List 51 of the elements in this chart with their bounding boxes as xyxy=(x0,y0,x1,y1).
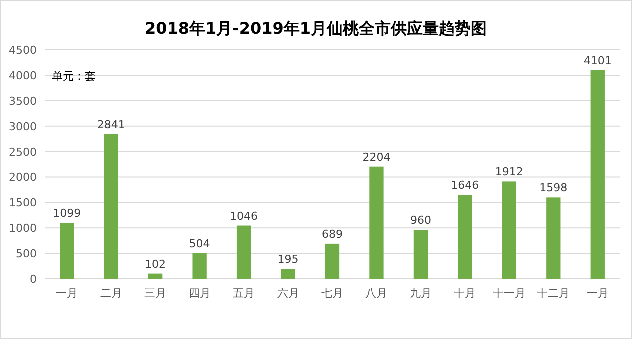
bar xyxy=(148,274,163,279)
data-label: 1646 xyxy=(451,179,480,192)
bar xyxy=(502,182,516,279)
x-tick-label: 三月 xyxy=(144,287,167,300)
x-tick-label: 一月 xyxy=(586,287,609,300)
bar xyxy=(414,230,428,279)
bar xyxy=(104,134,118,279)
x-tick-label: 十月 xyxy=(454,287,476,300)
bar xyxy=(325,244,340,279)
data-label: 689 xyxy=(322,228,343,241)
bar xyxy=(192,253,207,279)
bar xyxy=(281,269,296,279)
x-tick-label: 四月 xyxy=(188,287,211,300)
x-tick-label: 五月 xyxy=(233,287,256,300)
data-label: 1099 xyxy=(53,207,82,220)
bar xyxy=(60,223,74,279)
bar xyxy=(458,195,472,279)
y-tick-label: 500 xyxy=(16,248,37,261)
bar xyxy=(546,198,561,279)
data-label: 2841 xyxy=(97,118,126,132)
x-tick-label: 十一月 xyxy=(492,287,526,300)
x-tick-label: 九月 xyxy=(410,287,432,300)
bar xyxy=(236,226,252,279)
y-tick-label: 3500 xyxy=(9,94,37,108)
x-tick-label: 二月 xyxy=(100,287,122,300)
data-label: 1912 xyxy=(495,166,524,179)
y-tick-label: 1500 xyxy=(9,196,37,210)
bar xyxy=(590,70,605,279)
chart-title: 2018年1月-2019年1月仙桃全市供应量趋势图 xyxy=(145,19,487,38)
x-tick-label: 七月 xyxy=(322,287,344,300)
data-label: 2204 xyxy=(362,150,391,164)
annotation: 单元：套 xyxy=(52,70,96,83)
x-tick-label: 十二月 xyxy=(537,287,570,300)
data-label: 4101 xyxy=(584,54,612,68)
data-label: 195 xyxy=(278,253,299,266)
y-tick-label: 2500 xyxy=(9,146,37,159)
y-tick-label: 2000 xyxy=(9,171,37,184)
data-label: 1598 xyxy=(540,182,568,195)
y-tick-label: 3000 xyxy=(9,120,37,134)
x-tick-label: 六月 xyxy=(277,287,300,300)
x-tick-label: 八月 xyxy=(366,287,388,300)
data-label: 102 xyxy=(145,258,166,271)
data-label: 1046 xyxy=(230,210,258,223)
data-label: 504 xyxy=(189,237,210,250)
y-tick-label: 0 xyxy=(30,273,37,286)
bar xyxy=(370,166,384,279)
data-label: 960 xyxy=(410,214,432,228)
y-tick-label: 1000 xyxy=(9,222,37,236)
x-tick-label: 一月 xyxy=(56,287,78,300)
y-tick-label: 4500 xyxy=(9,44,37,57)
y-tick-label: 4000 xyxy=(9,69,37,82)
